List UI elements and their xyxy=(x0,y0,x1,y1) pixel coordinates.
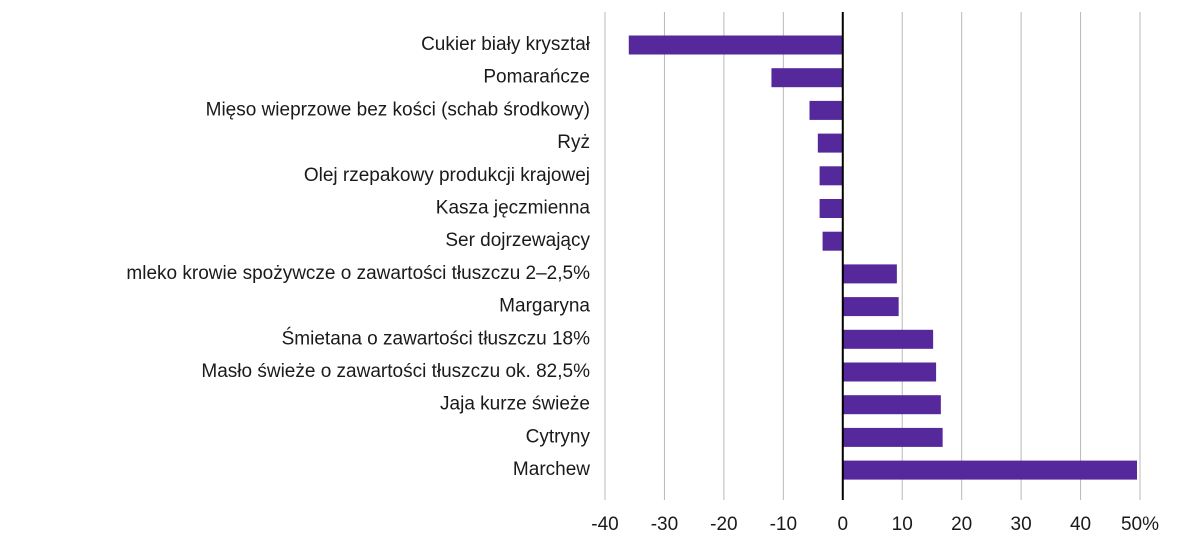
y-tick-label: Pomarańcze xyxy=(483,67,590,88)
y-tick-label: Masło świeże o zawartości tłuszczu ok. 8… xyxy=(201,361,590,382)
bar xyxy=(819,199,843,218)
bar xyxy=(628,35,843,55)
y-tick-label: Marchew xyxy=(513,459,590,480)
y-tick-label: Mięso wieprzowe bez kości (schab środkow… xyxy=(206,99,590,120)
bar xyxy=(842,329,934,349)
x-tick-label: 40 xyxy=(1070,514,1091,535)
bar xyxy=(842,264,897,284)
bar xyxy=(842,297,899,317)
x-tick-label: -30 xyxy=(651,514,678,535)
bar xyxy=(817,133,843,153)
y-tick-label: Ryż xyxy=(557,132,590,153)
y-tick-label: Ser dojrzewający xyxy=(445,230,590,251)
bar xyxy=(842,395,941,415)
y-tick-label: Cytryny xyxy=(526,426,591,447)
bar xyxy=(819,166,843,186)
x-tick-label: 50% xyxy=(1121,514,1159,535)
x-tick-label: -20 xyxy=(710,514,737,535)
y-tick-label: mleko krowie spożywcze o zawartości tłus… xyxy=(126,263,590,284)
x-tick-label: 10 xyxy=(892,514,913,535)
y-tick-label: Olej rzepakowy produkcji krajowej xyxy=(304,165,590,186)
y-tick-label: Śmietana o zawartości tłuszczu 18% xyxy=(282,327,590,349)
y-tick-label: Cukier biały kryształ xyxy=(421,34,591,55)
bar xyxy=(771,68,843,88)
y-tick-label: Kasza jęczmienna xyxy=(436,198,591,219)
x-tick-label: 0 xyxy=(837,514,848,535)
bar xyxy=(842,460,1138,480)
bar xyxy=(842,427,943,447)
x-tick-label: -40 xyxy=(591,514,618,535)
bar xyxy=(842,362,937,382)
x-tick-label: 20 xyxy=(951,514,972,535)
x-tick-label: -10 xyxy=(770,514,797,535)
bar xyxy=(822,231,843,251)
y-tick-label: Margaryna xyxy=(499,296,590,317)
x-tick-label: 30 xyxy=(1011,514,1032,535)
y-tick-label: Jaja kurze świeże xyxy=(440,394,590,415)
bar xyxy=(809,100,843,120)
